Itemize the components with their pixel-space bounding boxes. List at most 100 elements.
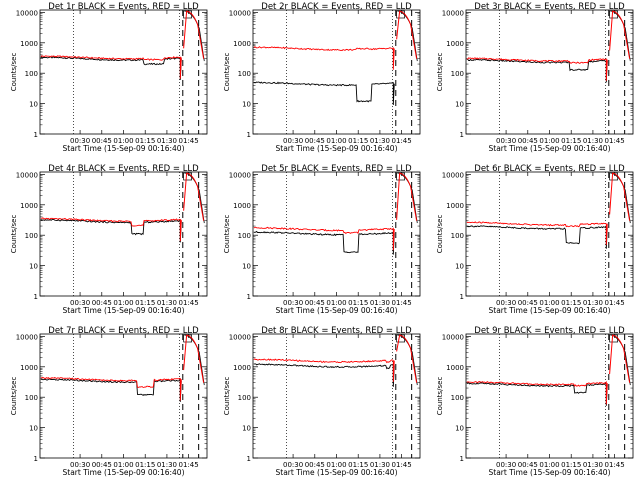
lld-series-line (40, 377, 182, 401)
chart-panel: Det 6r BLACK = Events, RED = LLD 1 10 100 10… (436, 164, 634, 315)
y-tick-label: 1000 (233, 40, 251, 48)
y-tick-label: 10 (29, 263, 38, 271)
plot-frame (39, 9, 208, 135)
y-axis-label: Counts/sec (436, 215, 444, 254)
x-tick-label: 00:30 (496, 137, 516, 145)
chart-panel: Det 7r BLACK = Events, RED = LLD 1 10 100 10… (10, 326, 208, 477)
y-tick-label: 10 (455, 101, 464, 109)
y-axis-label: Counts/sec (10, 215, 18, 254)
events-series-line (253, 363, 395, 387)
chart-title: Det 9r BLACK = Events, RED = LLD (474, 326, 625, 336)
x-tick-label: 00:45 (305, 461, 325, 469)
x-tick-label: 01:45 (392, 299, 412, 307)
x-tick-label: 00:30 (70, 137, 90, 145)
x-tick-label: 01:15 (561, 137, 581, 145)
x-tick-label: 01:30 (157, 461, 177, 469)
y-tick-label: 1 (247, 455, 251, 463)
x-axis-label: Start Time (15-Sep-09 00:16:40) (489, 306, 611, 315)
x-axis-label: Start Time (15-Sep-09 00:16:40) (63, 144, 185, 153)
x-tick-label: 01:30 (583, 299, 603, 307)
y-tick-label: 10000 (442, 171, 464, 179)
y-tick-label: 1 (247, 293, 251, 301)
x-tick-label: 01:00 (113, 299, 133, 307)
y-tick-label: 100 (451, 394, 464, 402)
x-tick-label: 01:45 (605, 137, 625, 145)
x-axis-label: Start Time (15-Sep-09 00:16:40) (276, 306, 398, 315)
chart-panel: Det 1r BLACK = Events, RED = LLD 1 10 100 10… (10, 2, 208, 153)
lld-flare-line (183, 172, 205, 221)
chart-title: Det 3r BLACK = Events, RED = LLD (474, 2, 625, 12)
x-tick-label: 01:15 (561, 299, 581, 307)
x-axis-label: Start Time (15-Sep-09 00:16:40) (489, 144, 611, 153)
y-axis-label: Counts/sec (223, 215, 231, 254)
y-tick-label: 1 (460, 293, 464, 301)
lld-series-line (40, 217, 182, 242)
lld-flare-line (609, 172, 631, 221)
lld-series-line (253, 358, 395, 382)
chart-title: Det 5r BLACK = Events, RED = LLD (261, 164, 412, 174)
x-axis-label: Start Time (15-Sep-09 00:16:40) (63, 306, 185, 315)
x-tick-label: 01:15 (135, 299, 155, 307)
x-tick-label: 01:00 (326, 137, 346, 145)
y-tick-label: 10 (455, 425, 464, 433)
x-tick-label: 01:00 (113, 137, 133, 145)
y-tick-label: 100 (25, 394, 38, 402)
y-axis-label: Counts/sec (223, 53, 231, 92)
y-tick-label: 10000 (16, 171, 38, 179)
x-tick-label: 01:15 (561, 461, 581, 469)
y-axis-label: Counts/sec (10, 377, 18, 416)
lld-flare-line (609, 334, 631, 383)
lld-series-line (253, 226, 395, 251)
x-tick-label: 01:00 (113, 461, 133, 469)
x-tick-label: 01:30 (157, 137, 177, 145)
y-tick-label: 10 (242, 263, 251, 271)
x-tick-label: 00:45 (92, 137, 112, 145)
lld-series-line (40, 55, 182, 79)
x-tick-label: 00:30 (70, 299, 90, 307)
chart-panel: Det 8r BLACK = Events, RED = LLD 1 10 100 10… (223, 326, 421, 477)
x-tick-label: 01:30 (583, 137, 603, 145)
x-tick-label: 00:45 (305, 299, 325, 307)
y-tick-label: 100 (25, 232, 38, 240)
x-axis-label: Start Time (15-Sep-09 00:16:40) (276, 468, 398, 477)
x-tick-label: 01:30 (370, 137, 390, 145)
x-tick-label: 01:45 (392, 461, 412, 469)
chart-title: Det 4r BLACK = Events, RED = LLD (48, 164, 199, 174)
x-axis-label: Start Time (15-Sep-09 00:16:40) (63, 468, 185, 477)
x-tick-label: 01:30 (583, 461, 603, 469)
y-tick-label: 1000 (233, 364, 251, 372)
events-series-line (40, 218, 182, 243)
y-tick-label: 100 (238, 70, 251, 78)
x-tick-label: 01:00 (539, 299, 559, 307)
x-tick-label: 00:30 (283, 299, 303, 307)
lld-series-line (466, 380, 608, 405)
x-axis-label: Start Time (15-Sep-09 00:16:40) (276, 144, 398, 153)
events-series-line (253, 81, 395, 106)
y-tick-label: 10000 (442, 333, 464, 341)
x-tick-label: 00:30 (496, 299, 516, 307)
x-tick-label: 01:15 (348, 461, 368, 469)
y-tick-label: 100 (25, 70, 38, 78)
y-tick-label: 1 (460, 455, 464, 463)
x-tick-label: 01:00 (539, 137, 559, 145)
y-tick-label: 10000 (16, 9, 38, 17)
chart-title: Det 7r BLACK = Events, RED = LLD (48, 326, 199, 336)
x-tick-label: 00:30 (283, 461, 303, 469)
lld-series-line (253, 46, 395, 70)
lld-flare-line (396, 10, 418, 59)
y-tick-label: 10 (242, 425, 251, 433)
plot-frame (39, 333, 208, 459)
plot-frame (252, 333, 421, 459)
plot-frame (39, 171, 208, 297)
events-series-line (466, 225, 608, 249)
y-tick-label: 10000 (229, 333, 251, 341)
y-tick-label: 100 (238, 232, 251, 240)
chart-panel: Det 2r BLACK = Events, RED = LLD 1 10 100 10… (223, 2, 421, 153)
x-tick-label: 01:30 (370, 299, 390, 307)
y-tick-label: 10 (29, 425, 38, 433)
x-tick-label: 01:15 (348, 299, 368, 307)
x-tick-label: 00:30 (496, 461, 516, 469)
chart-panel: Det 5r BLACK = Events, RED = LLD 1 10 100 10… (223, 164, 421, 315)
y-tick-label: 10000 (229, 171, 251, 179)
events-series-line (40, 378, 182, 402)
